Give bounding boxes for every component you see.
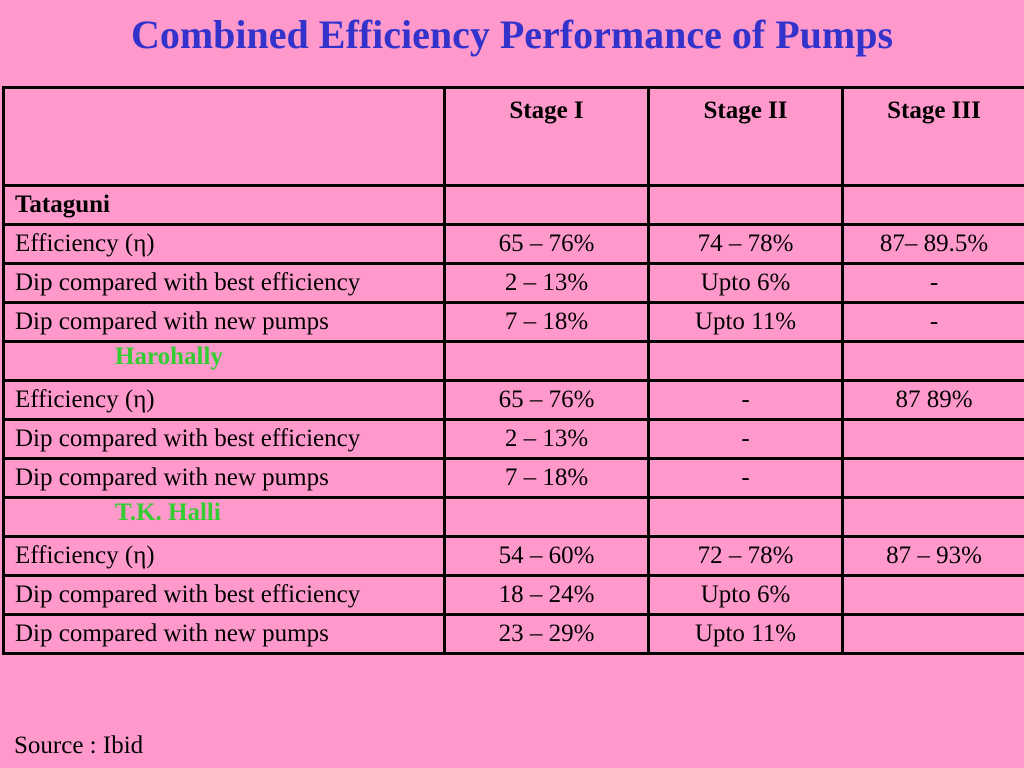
stage-1-value: 2 – 13% <box>443 262 650 304</box>
table-row: Dip compared with new pumps 23 – 29% Upt… <box>2 613 1024 655</box>
row-label: Dip compared with best efficiency <box>2 262 446 304</box>
stage-1-value: 54 – 60% <box>443 535 650 577</box>
stage-1-value: 7 – 18% <box>443 457 650 499</box>
group-row-tataguni: Tataguni <box>2 184 1024 226</box>
stage-2-value: - <box>647 379 844 421</box>
row-label: Efficiency (η) <box>2 379 446 421</box>
slide-title: Combined Efficiency Performance of Pumps <box>130 12 894 57</box>
empty-cell <box>841 184 1024 226</box>
stage-1-value: 65 – 76% <box>443 223 650 265</box>
stage-3-value: 87– 89.5% <box>841 223 1024 265</box>
empty-cell <box>841 340 1024 382</box>
stage-1-value: 65 – 76% <box>443 379 650 421</box>
group-row-tk-halli: T.K. Halli <box>2 496 1024 538</box>
row-label: Dip compared with new pumps <box>2 613 446 655</box>
stage-3-value <box>841 574 1024 616</box>
row-label: Efficiency (η) <box>2 223 446 265</box>
row-label: Efficiency (η) <box>2 535 446 577</box>
stage-3-value <box>841 613 1024 655</box>
stage-2-value: Upto 11% <box>647 613 844 655</box>
empty-cell <box>443 496 650 538</box>
group-label: T.K. Halli <box>2 496 446 538</box>
stage-2-value: - <box>647 418 844 460</box>
stage-2-value: - <box>647 457 844 499</box>
stage-1-value: 18 – 24% <box>443 574 650 616</box>
table-row: Dip compared with best efficiency 2 – 13… <box>2 262 1024 304</box>
stage-3-value <box>841 457 1024 499</box>
stage-2-value: Upto 6% <box>647 574 844 616</box>
table-row: Efficiency (η) 65 – 76% - 87 89% <box>2 379 1024 421</box>
row-label: Dip compared with new pumps <box>2 457 446 499</box>
header-stage-1: Stage I <box>443 86 650 187</box>
group-row-harohally: Harohally <box>2 340 1024 382</box>
efficiency-table: Stage I Stage II Stage III Tataguni Effi… <box>2 86 1024 655</box>
row-label: Dip compared with best efficiency <box>2 418 446 460</box>
table-header-row: Stage I Stage II Stage III <box>2 86 1024 187</box>
header-stage-2: Stage II <box>647 86 844 187</box>
stage-2-value: 72 – 78% <box>647 535 844 577</box>
stage-3-value: - <box>841 262 1024 304</box>
row-label: Dip compared with best efficiency <box>2 574 446 616</box>
empty-cell <box>647 340 844 382</box>
stage-3-value <box>841 418 1024 460</box>
table-row: Dip compared with best efficiency 2 – 13… <box>2 418 1024 460</box>
source-note: Source : Ibid <box>14 732 144 759</box>
stage-3-value: 87 89% <box>841 379 1024 421</box>
stage-3-value: 87 – 93% <box>841 535 1024 577</box>
header-cell-empty <box>2 86 446 187</box>
stage-1-value: 2 – 13% <box>443 418 650 460</box>
stage-2-value: 74 – 78% <box>647 223 844 265</box>
stage-2-value: Upto 11% <box>647 301 844 343</box>
table-row: Efficiency (η) 65 – 76% 74 – 78% 87– 89.… <box>2 223 1024 265</box>
empty-cell <box>841 496 1024 538</box>
row-label: Dip compared with new pumps <box>2 301 446 343</box>
empty-cell <box>443 340 650 382</box>
group-label: Tataguni <box>2 184 446 226</box>
stage-2-value: Upto 6% <box>647 262 844 304</box>
stage-1-value: 23 – 29% <box>443 613 650 655</box>
header-stage-3: Stage III <box>841 86 1024 187</box>
table-row: Dip compared with best efficiency 18 – 2… <box>2 574 1024 616</box>
stage-3-value: - <box>841 301 1024 343</box>
table-row: Dip compared with new pumps 7 – 18% - <box>2 457 1024 499</box>
empty-cell <box>647 496 844 538</box>
stage-1-value: 7 – 18% <box>443 301 650 343</box>
group-label: Harohally <box>2 340 446 382</box>
empty-cell <box>647 184 844 226</box>
empty-cell <box>443 184 650 226</box>
table-row: Efficiency (η) 54 – 60% 72 – 78% 87 – 93… <box>2 535 1024 577</box>
table-row: Dip compared with new pumps 7 – 18% Upto… <box>2 301 1024 343</box>
